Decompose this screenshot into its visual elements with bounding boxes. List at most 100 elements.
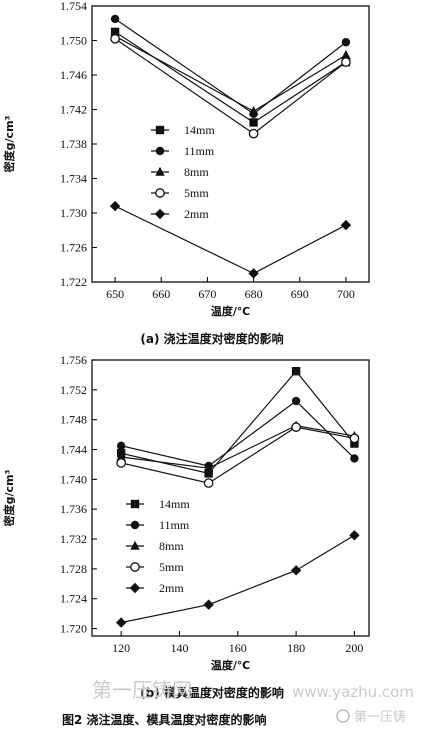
- chart-a-point-5mm: [341, 57, 351, 67]
- watermark-badge-text: 第一压铸: [354, 709, 406, 725]
- chart-b-y-tick-label: 1.748: [60, 413, 87, 427]
- chart-a-x-tick-label: 670: [198, 287, 216, 301]
- chart-b-series-line-14mm: [121, 370, 355, 475]
- chart-a-x-tick-label: 650: [106, 287, 124, 301]
- chart-a-x-tick-label: 700: [337, 287, 355, 301]
- chart-a-y-tick-label: 1.734: [60, 172, 87, 186]
- chart-a-legend-label: 8mm: [184, 165, 209, 179]
- chart-b-point-5mm: [116, 458, 127, 468]
- chart-b-point-2mm: [349, 530, 360, 541]
- chart-b-x-tick-label: 200: [345, 641, 363, 655]
- chart-a-y-tick-label: 1.722: [60, 275, 87, 289]
- chart-b-legend-marker: [130, 540, 140, 550]
- chart-a-point-5mm: [248, 128, 259, 139]
- chart-b-legend-marker: [129, 582, 141, 594]
- chart-b-point-2mm: [290, 565, 302, 576]
- chart-b-legend-label: 8mm: [159, 539, 184, 553]
- chart-a-legend-label: 5mm: [184, 186, 209, 200]
- chart-a-y-tick-label: 1.730: [60, 206, 87, 220]
- chart-b-y-tick-label: 1.752: [60, 383, 87, 397]
- chart-a-point-11mm: [341, 38, 351, 47]
- chart-a-point-8mm: [248, 106, 259, 115]
- chart-b-point-14mm: [291, 366, 301, 376]
- chart-a-point-8mm: [341, 49, 351, 59]
- chart-b-y-tick-label: 1.720: [60, 622, 87, 636]
- chart-a-legend-marker: [155, 188, 165, 198]
- chart-b-point-11mm: [116, 441, 126, 450]
- chart-b-x-axis-label: 温度/℃: [211, 658, 250, 672]
- chart-a-legend-label: 14mm: [184, 123, 215, 137]
- chart-b-caption: (b) 模具温度对密度的影响: [140, 685, 284, 700]
- chart-a-legend-marker: [155, 166, 165, 176]
- chart-a-legend-marker: [155, 146, 165, 156]
- chart-b-x-tick-label: 120: [112, 641, 130, 655]
- chart-a-y-tick-label: 1.726: [60, 241, 87, 255]
- chart-b-legend-marker: [130, 499, 140, 509]
- chart-a-point-2mm: [109, 200, 121, 212]
- chart-a-x-axis-label: 温度/℃: [211, 304, 250, 318]
- chart-b-plot-frame: [91, 359, 370, 637]
- chart-b-point-11mm: [291, 396, 301, 406]
- chart-b-series-line-5mm: [121, 426, 355, 484]
- chart-a-legend-marker: [155, 125, 165, 135]
- chart-a-legend-label: 2mm: [184, 207, 209, 221]
- chart-b-x-tick-label: 180: [287, 641, 305, 655]
- chart-b-point-5mm: [291, 422, 301, 432]
- watermark-url: www.yazhu.com: [292, 683, 414, 701]
- chart-b-y-tick-label: 1.728: [60, 562, 87, 576]
- chart-a-series-line-11mm: [114, 18, 347, 115]
- chart-a-point-2mm: [340, 219, 352, 231]
- figure-caption: 图2 浇注温度、模具温度对密度的影响: [62, 712, 267, 727]
- chart-a-series-line-5mm: [114, 38, 347, 135]
- chart-b-legend-label: 5mm: [159, 560, 184, 574]
- watermark-badge: 第一压铸: [336, 709, 406, 725]
- chart-a-x-tick-label: 690: [291, 287, 309, 301]
- chart-b-point-14mm: [204, 469, 213, 478]
- chart-a-point-2mm: [248, 268, 259, 279]
- chart-a-series-line-8mm: [114, 35, 347, 112]
- chart-a-legend-label: 11mm: [184, 144, 215, 158]
- chart-b-x-tick-label: 140: [170, 641, 188, 655]
- chart-a-series-line-14mm: [114, 31, 347, 124]
- chart-b-legend-marker: [130, 562, 140, 572]
- chart-b-series-line-11mm: [121, 400, 355, 467]
- chart-b-y-tick-label: 1.740: [60, 472, 87, 486]
- chart-a-plot-frame: [91, 5, 370, 283]
- chart-b-y-tick-label: 1.744: [60, 443, 87, 457]
- chart-a-x-tick-label: 660: [152, 287, 170, 301]
- chart-a-y-tick-label: 1.742: [60, 103, 87, 117]
- chart-b-y-tick-label: 1.736: [60, 502, 87, 516]
- chart-b-y-tick-label: 1.724: [60, 592, 87, 606]
- chart-a-point-14mm: [249, 118, 258, 127]
- chart-b-point-2mm: [203, 599, 214, 610]
- chart-b-x-tick-label: 160: [229, 641, 247, 655]
- chart-a-y-tick-label: 1.754: [60, 0, 87, 13]
- chart-b-legend-label: 14mm: [159, 497, 190, 511]
- chart-b-legend-label: 2mm: [159, 581, 184, 595]
- chart-b-point-8mm: [203, 462, 214, 472]
- chart-b-y-axis-label: 密度g/cm³: [2, 469, 16, 526]
- chart-a: 1.722 1.726 1.730 1.734 1.738 1.742 1.746 1.750…: [2, 0, 370, 318]
- chart-a-legend-marker: [154, 208, 166, 220]
- chart-a-point-5mm: [110, 33, 120, 44]
- chart-b: 1.720 1.724 1.728 1.732 1.736 1.740 1.744 1.748…: [2, 353, 370, 672]
- chart-b-point-2mm: [115, 617, 127, 628]
- chart-b-y-tick-label: 1.756: [60, 353, 87, 367]
- chart-b-series-line-8mm: [121, 425, 355, 469]
- chart-a-point-11mm: [110, 14, 120, 24]
- chart-b-point-5mm: [203, 478, 214, 488]
- chart-b-point-11mm: [350, 454, 359, 463]
- chart-a-y-tick-label: 1.738: [60, 137, 87, 151]
- chart-a-y-axis-label: 密度g/cm³: [2, 115, 16, 172]
- chart-a-caption: (a) 浇注温度对密度的影响: [140, 331, 283, 346]
- chart-a-y-tick-label: 1.746: [60, 68, 87, 82]
- chart-b-point-5mm: [349, 433, 360, 444]
- wechat-icon: [336, 709, 350, 723]
- chart-b-y-tick-label: 1.732: [60, 532, 87, 546]
- watermark-site-name: 第一压铸网: [92, 678, 192, 702]
- chart-b-legend-marker: [130, 520, 140, 530]
- chart-b-legend-label: 11mm: [159, 518, 190, 532]
- chart-a-series-line-2mm: [114, 205, 347, 275]
- chart-a-y-tick-label: 1.750: [60, 34, 87, 48]
